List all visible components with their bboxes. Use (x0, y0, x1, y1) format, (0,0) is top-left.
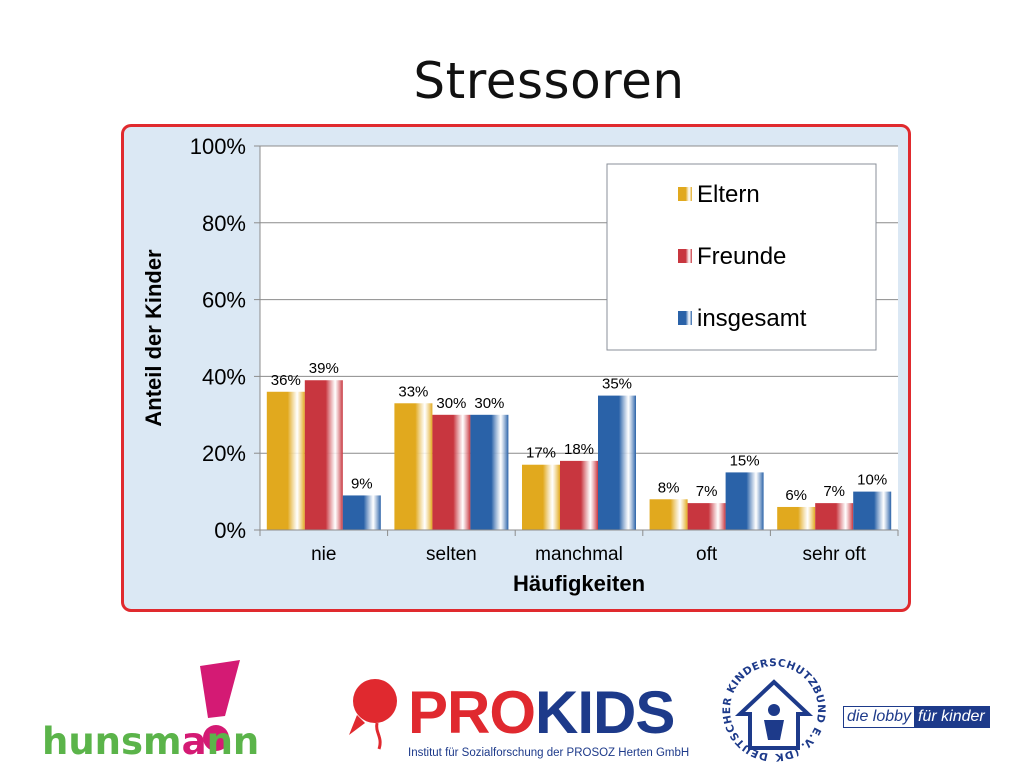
data-label: 8% (658, 479, 680, 496)
y-tick-label: 60% (202, 288, 246, 313)
bar-eltern-selten (394, 403, 433, 530)
bar-insgesamt-sehr-oft (853, 491, 892, 530)
data-label: 9% (351, 475, 373, 492)
x-tick-label: oft (696, 544, 718, 565)
data-label: 7% (823, 483, 845, 500)
y-tick-label: 20% (202, 441, 246, 466)
bar-insgesamt-manchmal (598, 395, 636, 530)
bar-eltern-manchmal (522, 464, 560, 530)
slide-title: Stressoren (413, 52, 685, 110)
y-tick-label: 0% (214, 518, 246, 543)
lobby-text: die lobby (847, 708, 912, 725)
y-tick-label: 80% (202, 211, 246, 236)
lobby-badge: die lobby für kinder (843, 706, 990, 728)
prokids-wordmark: PROKIDS (408, 679, 675, 746)
prokids-subtitle: Institut für Sozialforschung der PROSOZ … (408, 747, 690, 759)
y-tick-label: 40% (202, 364, 246, 389)
axes: 0% 20% 40% 60% 80% 100% nie selten manchmal oft se… (190, 134, 899, 565)
data-label: 33% (398, 383, 428, 400)
fuer-kinder-text: für kinder (914, 707, 989, 727)
data-label: 18% (564, 441, 594, 458)
data-label: 35% (602, 376, 632, 393)
legend-label-insgesamt: insgesamt (697, 305, 807, 332)
x-tick-label: selten (426, 544, 477, 565)
bar-freunde-selten (432, 414, 471, 530)
bar-insgesamt-oft (725, 472, 764, 530)
data-label: 17% (526, 445, 556, 462)
hunsmann-wordmark: hunsmann (42, 720, 260, 763)
legend-swatch-freunde (678, 249, 692, 263)
bar-insgesamt-nie (342, 495, 381, 530)
y-tick-label: 100% (190, 134, 246, 159)
bar-freunde-nie (304, 380, 343, 530)
data-label: 15% (730, 452, 760, 469)
data-label: 10% (857, 472, 887, 489)
dksb-seal-icon: DEUTSCHER KINDERSCHUTZBUND E.V. (DKSB) (710, 658, 827, 763)
data-label: 36% (271, 372, 301, 389)
prokids-logo: PROKIDS Institut für Sozialforschung der… (345, 665, 689, 765)
legend-swatch-eltern (678, 187, 692, 201)
legend-box (606, 163, 877, 351)
data-label: 6% (785, 487, 807, 504)
bar-chart: 36% 39% 9% 33% 30% 30% 17% 18% 35% 8% 7% 15% 6% 7% 10%… (141, 134, 899, 596)
bar-freunde-sehr-oft (815, 503, 854, 530)
bar-series: 36% 39% 9% 33% 30% 30% 17% 18% 35% 8% 7% 15% 6% 7% 10% (266, 360, 892, 530)
legend-swatch-insgesamt (678, 311, 692, 325)
data-label: 30% (474, 395, 504, 412)
legend-label-freunde: Freunde (697, 243, 786, 270)
bar-insgesamt-selten (470, 414, 509, 530)
x-tick-label: manchmal (535, 544, 623, 565)
bar-eltern-sehr-oft (777, 506, 816, 530)
bar-freunde-manchmal (560, 460, 598, 530)
balloon-icon (349, 679, 397, 750)
y-axis-title: Anteil der Kinder (141, 249, 166, 427)
bar-eltern-nie (266, 391, 305, 530)
x-tick-label: nie (311, 544, 336, 565)
bar-freunde-oft (687, 503, 726, 530)
legend-label-eltern: Eltern (697, 181, 760, 208)
exclamation-mark-icon (200, 660, 240, 751)
bar-eltern-oft (649, 499, 688, 530)
data-label: 30% (436, 395, 466, 412)
data-label: 39% (309, 360, 339, 377)
data-label: 7% (696, 483, 718, 500)
x-tick-label: sehr oft (803, 544, 867, 565)
hunsmann-logo: hunsmann (40, 658, 285, 763)
x-axis-title: Häufigkeiten (513, 571, 645, 596)
dksb-logo: DEUTSCHER KINDERSCHUTZBUND E.V. (DKSB) d… (710, 658, 1020, 766)
legend: Eltern Freunde insgesamt (606, 163, 877, 351)
